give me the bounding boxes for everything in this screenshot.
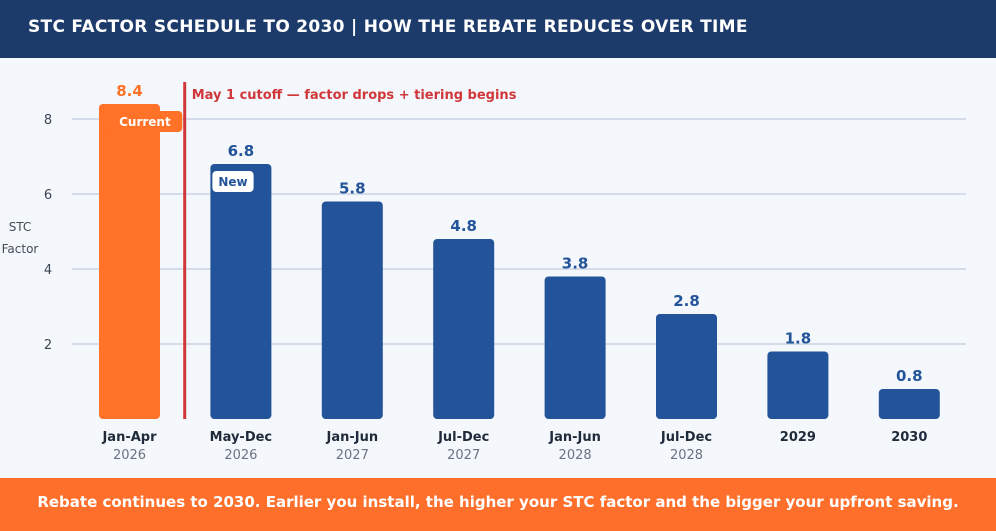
x-tick-year: 2028: [559, 448, 592, 463]
bar: [99, 104, 160, 419]
x-tick-year: 2026: [224, 448, 257, 463]
chart-header: STC FACTOR SCHEDULE TO 2030 | HOW THE RE…: [0, 0, 996, 58]
y-tick-label: 6: [44, 188, 52, 203]
y-tick-label: 2: [44, 338, 52, 353]
value-label: 8.4: [116, 82, 143, 100]
y-axis-title: Factor: [2, 242, 39, 256]
value-label: 3.8: [562, 255, 589, 273]
badge: [212, 171, 254, 192]
y-tick-label: 8: [44, 113, 52, 128]
value-label: 0.8: [896, 367, 923, 385]
bar: [210, 164, 272, 419]
badge: [107, 111, 183, 132]
value-label: 1.8: [785, 330, 812, 348]
x-tick-label: Jan-Apr: [101, 430, 157, 445]
x-tick-label: Jul-Dec: [660, 430, 712, 445]
value-label: 2.8: [673, 292, 700, 310]
x-tick-year: 2027: [336, 448, 369, 463]
stc-factor-bar-chart: 2 4 6 8 STC Factor 8.4 Jan-Apr 2026 6.8 May-Dec 202…: [2, 82, 966, 463]
x-tick-label: Jul-Dec: [437, 430, 489, 445]
badge-label: New: [218, 175, 247, 189]
bar: [321, 201, 383, 419]
x-tick-label: Jan-Jun: [548, 430, 601, 445]
x-tick-year: 2026: [113, 448, 146, 463]
x-tick-label: 2029: [780, 430, 816, 445]
footer-message: Rebate continues to 2030. Earlier you in…: [37, 493, 959, 511]
y-axis-title: STC: [9, 220, 32, 234]
chart-title: STC FACTOR SCHEDULE TO 2030 | HOW THE RE…: [28, 17, 748, 37]
y-tick-label: 4: [44, 263, 52, 278]
bar: [544, 276, 606, 419]
badge-label: Current: [119, 115, 171, 129]
value-label: 6.8: [228, 142, 255, 160]
x-tick-label: Jan-Jun: [325, 430, 378, 445]
x-tick-label: May-Dec: [210, 430, 273, 445]
bar: [878, 389, 940, 419]
bar: [656, 314, 717, 419]
footer-banner: Rebate continues to 2030. Earlier you in…: [0, 478, 996, 531]
value-label: 5.8: [339, 180, 366, 198]
cutoff-annotation: May 1 cutoff — factor drops + tiering be…: [192, 88, 517, 103]
x-tick-label: 2030: [891, 430, 927, 445]
x-tick-year: 2027: [447, 448, 480, 463]
x-tick-year: 2028: [670, 448, 703, 463]
bar: [767, 351, 829, 419]
value-label: 4.8: [450, 217, 477, 235]
bar: [433, 239, 495, 419]
